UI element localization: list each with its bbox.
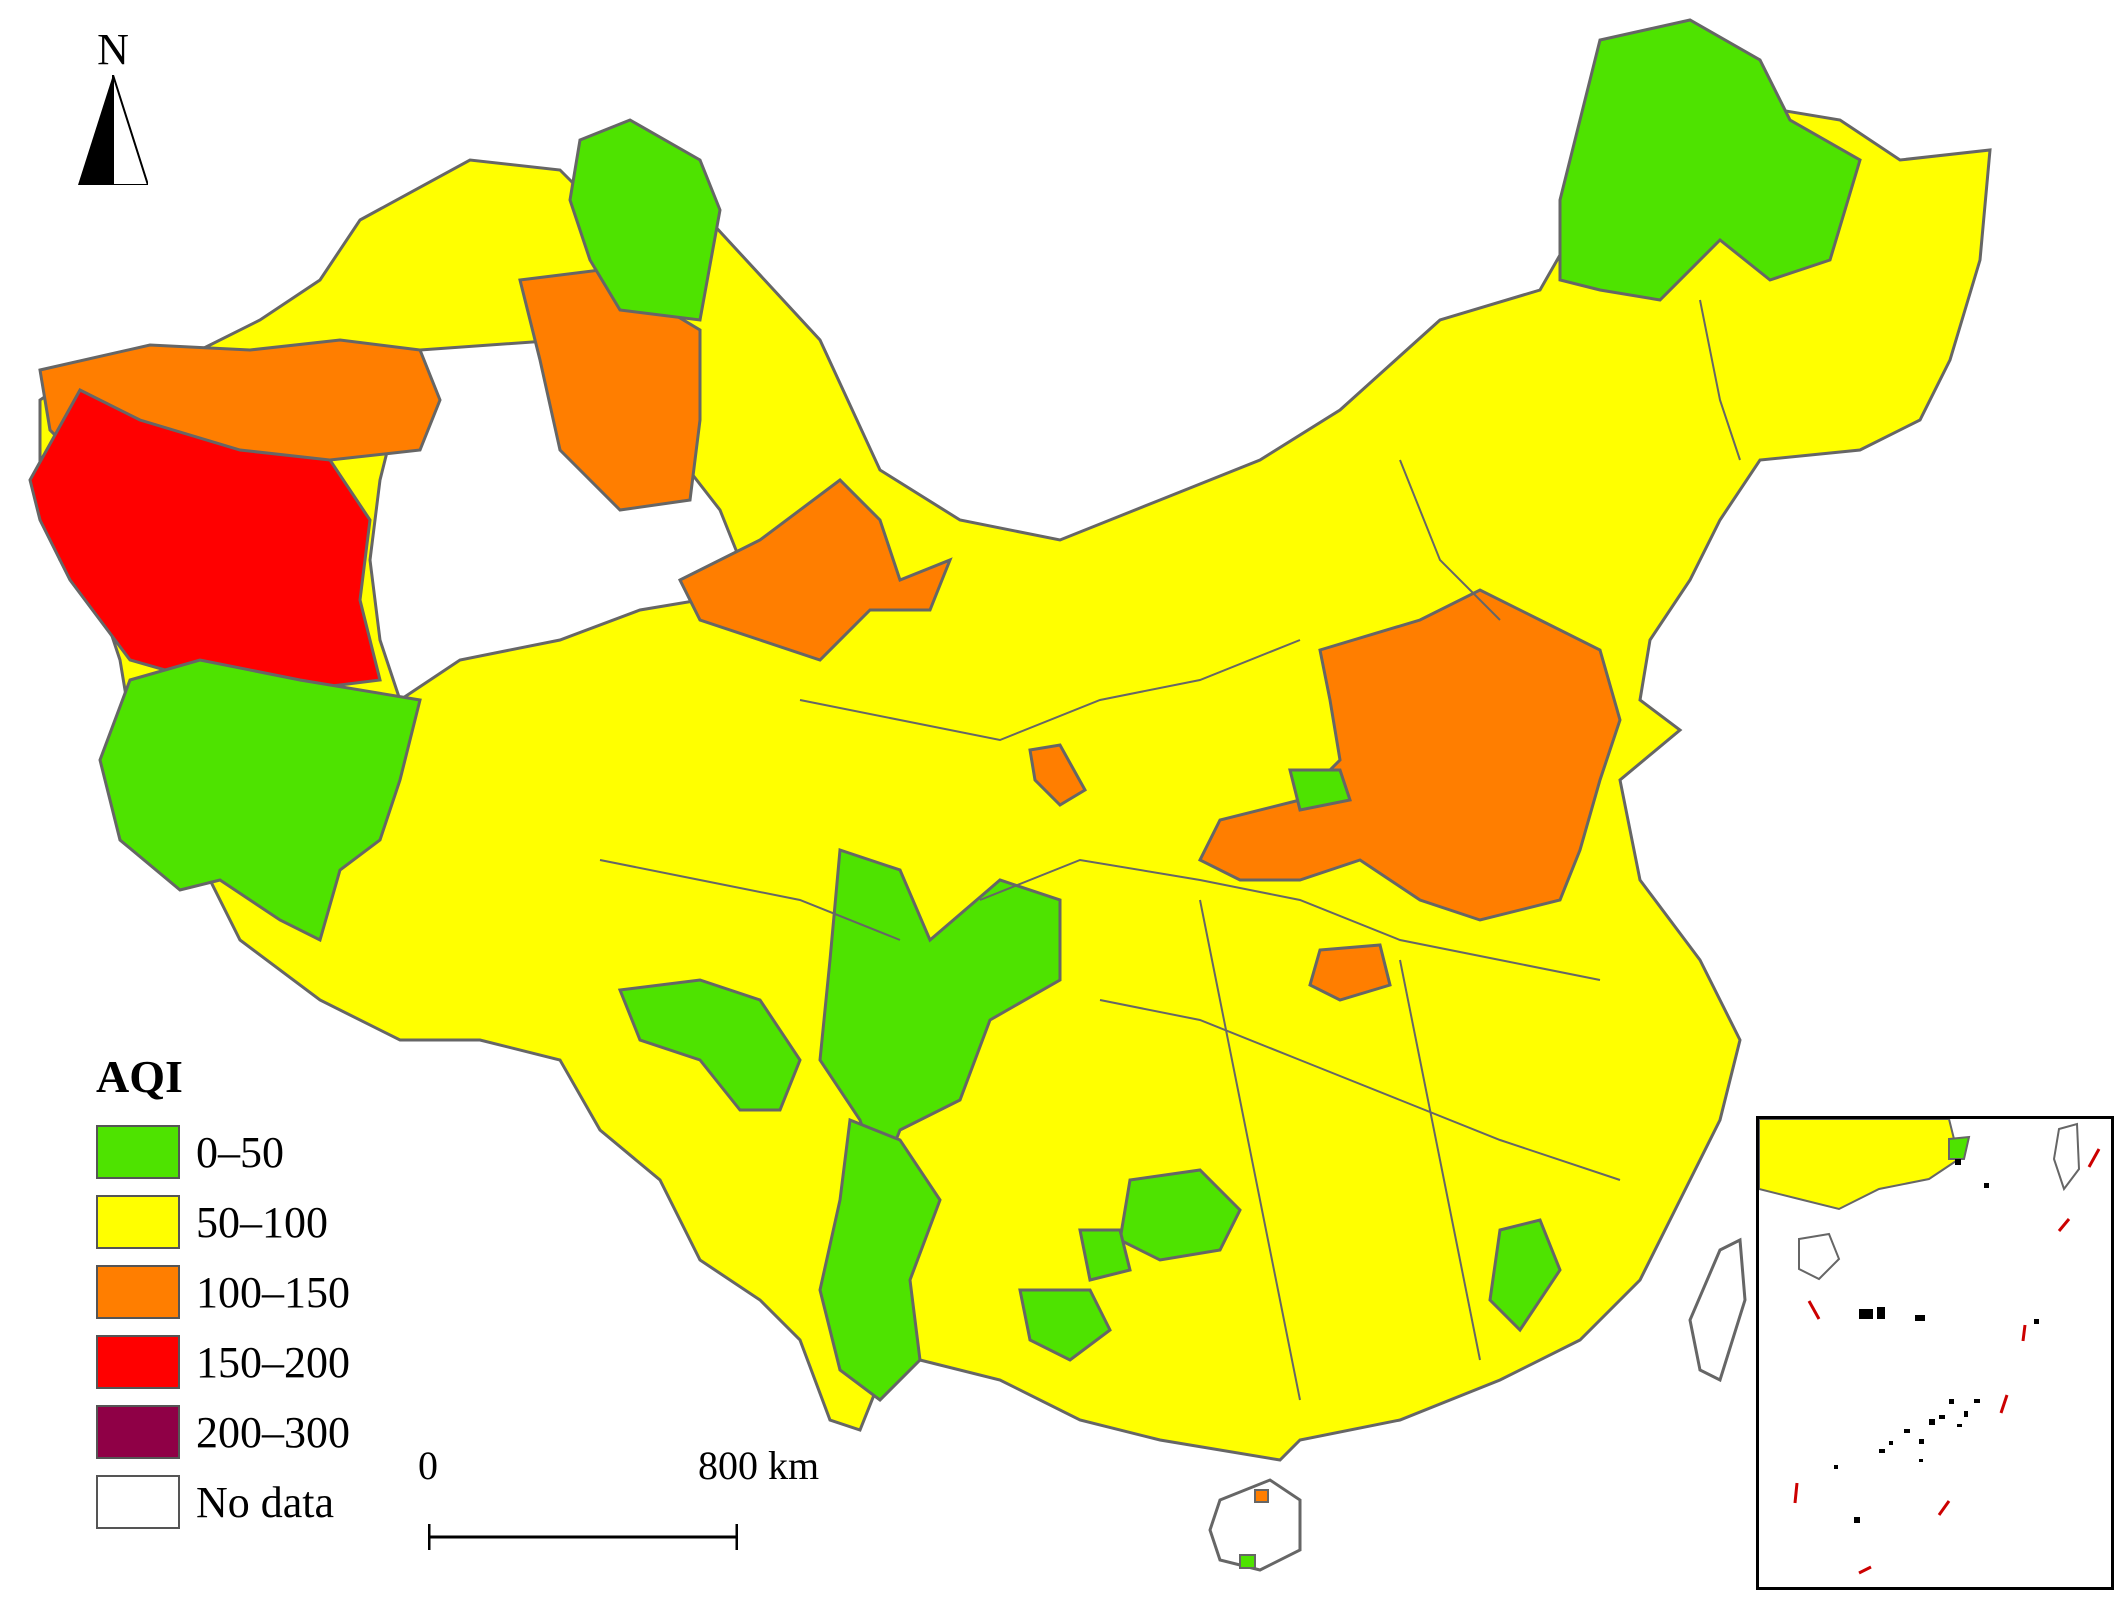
region-green-shanxi	[1288, 768, 1352, 812]
region-green-chongqing	[1078, 1228, 1132, 1282]
region-green-tibet-east	[617, 978, 802, 1112]
legend-item: 150–200	[96, 1327, 350, 1397]
north-label: N	[97, 25, 129, 74]
north-arrow: N	[78, 24, 150, 190]
region-orange-shaanxi	[1028, 743, 1088, 807]
scale-start-label: 0	[418, 1443, 438, 1488]
legend-swatch	[96, 1195, 180, 1249]
legend-swatch	[96, 1265, 180, 1319]
region-hainan	[1208, 1478, 1302, 1572]
scale-end-label: 800 km	[698, 1442, 819, 1489]
region-green-altay	[568, 118, 722, 322]
region-green-yunnan	[818, 1117, 942, 1402]
region-orange-hami	[677, 478, 953, 662]
legend-item: 0–50	[96, 1117, 350, 1187]
scale-end-value: 800	[698, 1443, 758, 1488]
legend-item: 100–150	[96, 1257, 350, 1327]
legend-label: 200–300	[196, 1407, 350, 1457]
legend-swatch	[96, 1335, 180, 1389]
legend-label: 100–150	[196, 1267, 350, 1317]
legend: AQI 0–50 50–100 100–150 150–200 200–300 …	[96, 1050, 350, 1537]
scale-bar: 0 800 km	[418, 1442, 819, 1582]
region-orange-wuhan	[1308, 943, 1392, 1002]
legend-label: 150–200	[196, 1337, 350, 1387]
region-hainan-green	[1239, 1554, 1256, 1569]
south-china-sea-inset	[1756, 1116, 2114, 1590]
legend-label: No data	[196, 1477, 335, 1527]
scale-unit: km	[768, 1443, 820, 1488]
region-green-heilongjiang	[1558, 18, 1862, 302]
region-green-guangxi	[1018, 1288, 1112, 1362]
scale-bar-line	[428, 1524, 738, 1550]
internal-boundaries	[599, 299, 1741, 1401]
legend-item: 200–300	[96, 1397, 350, 1467]
region-red-southwest-xinjiang	[28, 388, 382, 692]
legend-swatch	[96, 1405, 180, 1459]
inset-map	[1759, 1119, 2101, 1575]
region-hainan-orange	[1254, 1489, 1269, 1503]
legend-label: 0–50	[196, 1127, 284, 1177]
region-taiwan	[1688, 1237, 1747, 1383]
region-green-hotan	[98, 658, 422, 943]
legend-label: 50–100	[196, 1197, 328, 1247]
legend-swatch	[96, 1475, 180, 1529]
legend-swatch	[96, 1125, 180, 1179]
north-arrow-icon	[78, 74, 150, 186]
legend-title: AQI	[96, 1051, 183, 1102]
legend-item: No data	[96, 1467, 350, 1537]
region-orange-north-china	[1197, 588, 1622, 922]
legend-item: 50–100	[96, 1187, 350, 1257]
region-green-jiangxi	[1488, 1218, 1562, 1333]
